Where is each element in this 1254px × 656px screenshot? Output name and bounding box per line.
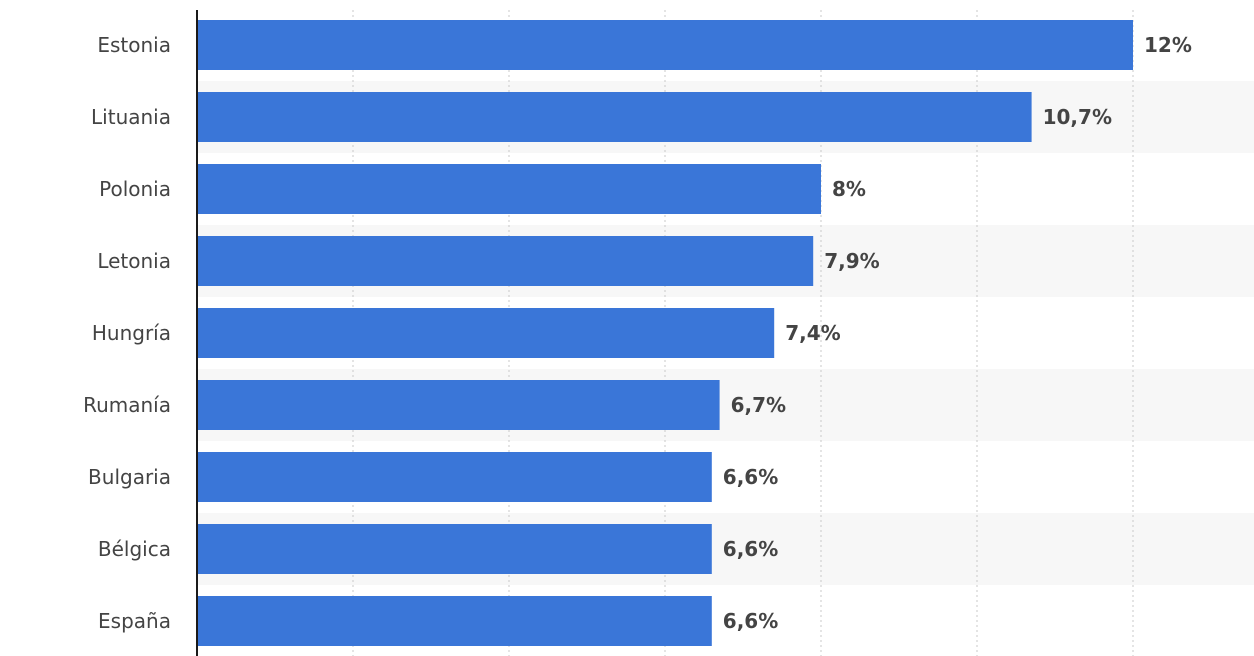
category-label: Polonia	[99, 177, 171, 201]
bar	[197, 596, 712, 646]
bar	[197, 236, 814, 286]
value-label: 6,7%	[731, 393, 786, 417]
value-labels: 12% 10,7% 8% 7,9% 7,4% 6,7% 6,6% 6,6% 6,6%	[723, 33, 1192, 633]
value-label: 8%	[832, 177, 866, 201]
category-label: Bulgaria	[88, 465, 171, 489]
category-label: Letonia	[97, 249, 171, 273]
bar	[197, 380, 720, 430]
value-label: 7,4%	[785, 321, 840, 345]
bar	[197, 452, 712, 502]
category-label: España	[98, 609, 171, 633]
value-label: 6,6%	[723, 609, 778, 633]
bar	[197, 524, 712, 574]
bar	[197, 92, 1032, 142]
value-label: 12%	[1144, 33, 1192, 57]
category-label: Lituania	[91, 105, 171, 129]
category-labels: Estonia Lituania Polonia Letonia Hungría Ruma…	[83, 33, 171, 633]
category-label: Bélgica	[98, 537, 171, 561]
value-label: 7,9%	[824, 249, 879, 273]
bar	[197, 20, 1133, 70]
category-label: Estonia	[97, 33, 171, 57]
bar	[197, 308, 775, 358]
category-label: Rumanía	[83, 393, 171, 417]
value-label: 10,7%	[1043, 105, 1112, 129]
value-label: 6,6%	[723, 537, 778, 561]
value-label: 6,6%	[723, 465, 778, 489]
bars	[197, 20, 1133, 646]
bar	[197, 164, 821, 214]
category-label: Hungría	[92, 321, 171, 345]
